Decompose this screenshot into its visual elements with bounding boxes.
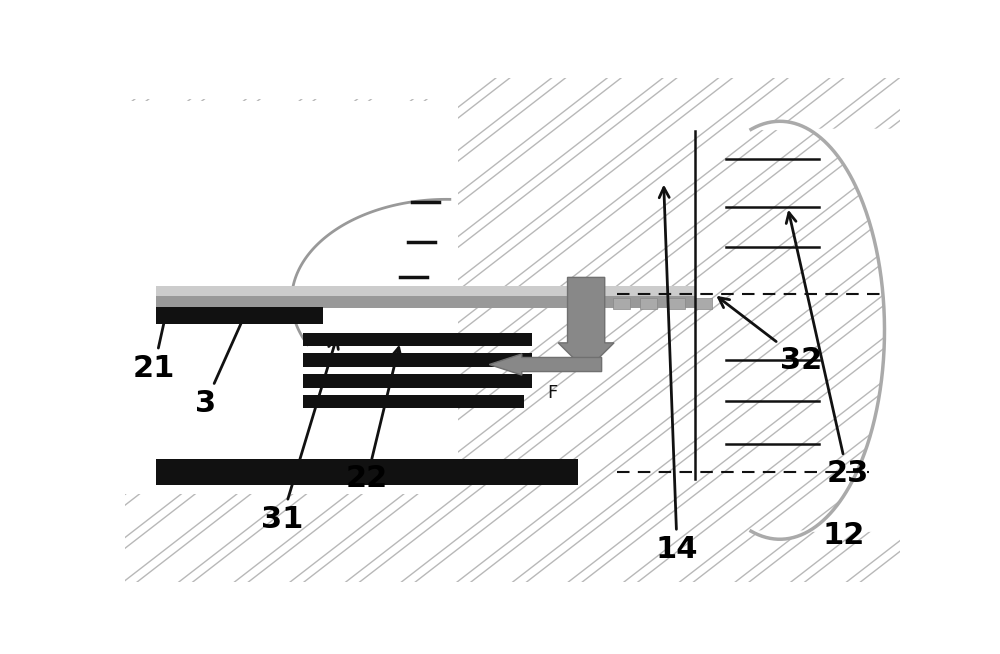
Text: F: F <box>547 385 558 402</box>
FancyBboxPatch shape <box>303 333 532 347</box>
Text: 12: 12 <box>822 521 865 550</box>
Text: 32: 32 <box>719 298 822 375</box>
Text: 14: 14 <box>656 188 698 564</box>
FancyBboxPatch shape <box>125 78 458 99</box>
FancyBboxPatch shape <box>156 459 578 485</box>
FancyArrow shape <box>489 354 602 375</box>
FancyBboxPatch shape <box>156 286 695 296</box>
Text: 23: 23 <box>786 213 869 489</box>
FancyBboxPatch shape <box>303 374 532 388</box>
Text: 22: 22 <box>346 347 401 493</box>
FancyBboxPatch shape <box>695 298 712 309</box>
Text: 31: 31 <box>261 338 338 534</box>
FancyBboxPatch shape <box>613 298 630 309</box>
FancyBboxPatch shape <box>640 298 657 309</box>
FancyBboxPatch shape <box>125 101 458 494</box>
FancyBboxPatch shape <box>586 298 603 309</box>
Text: 3: 3 <box>195 311 247 418</box>
FancyBboxPatch shape <box>303 395 524 408</box>
Polygon shape <box>751 121 900 540</box>
FancyArrow shape <box>558 277 614 371</box>
FancyBboxPatch shape <box>156 296 695 307</box>
FancyBboxPatch shape <box>156 307 323 324</box>
Text: 21: 21 <box>133 312 175 383</box>
FancyBboxPatch shape <box>668 298 685 309</box>
FancyBboxPatch shape <box>303 353 532 367</box>
